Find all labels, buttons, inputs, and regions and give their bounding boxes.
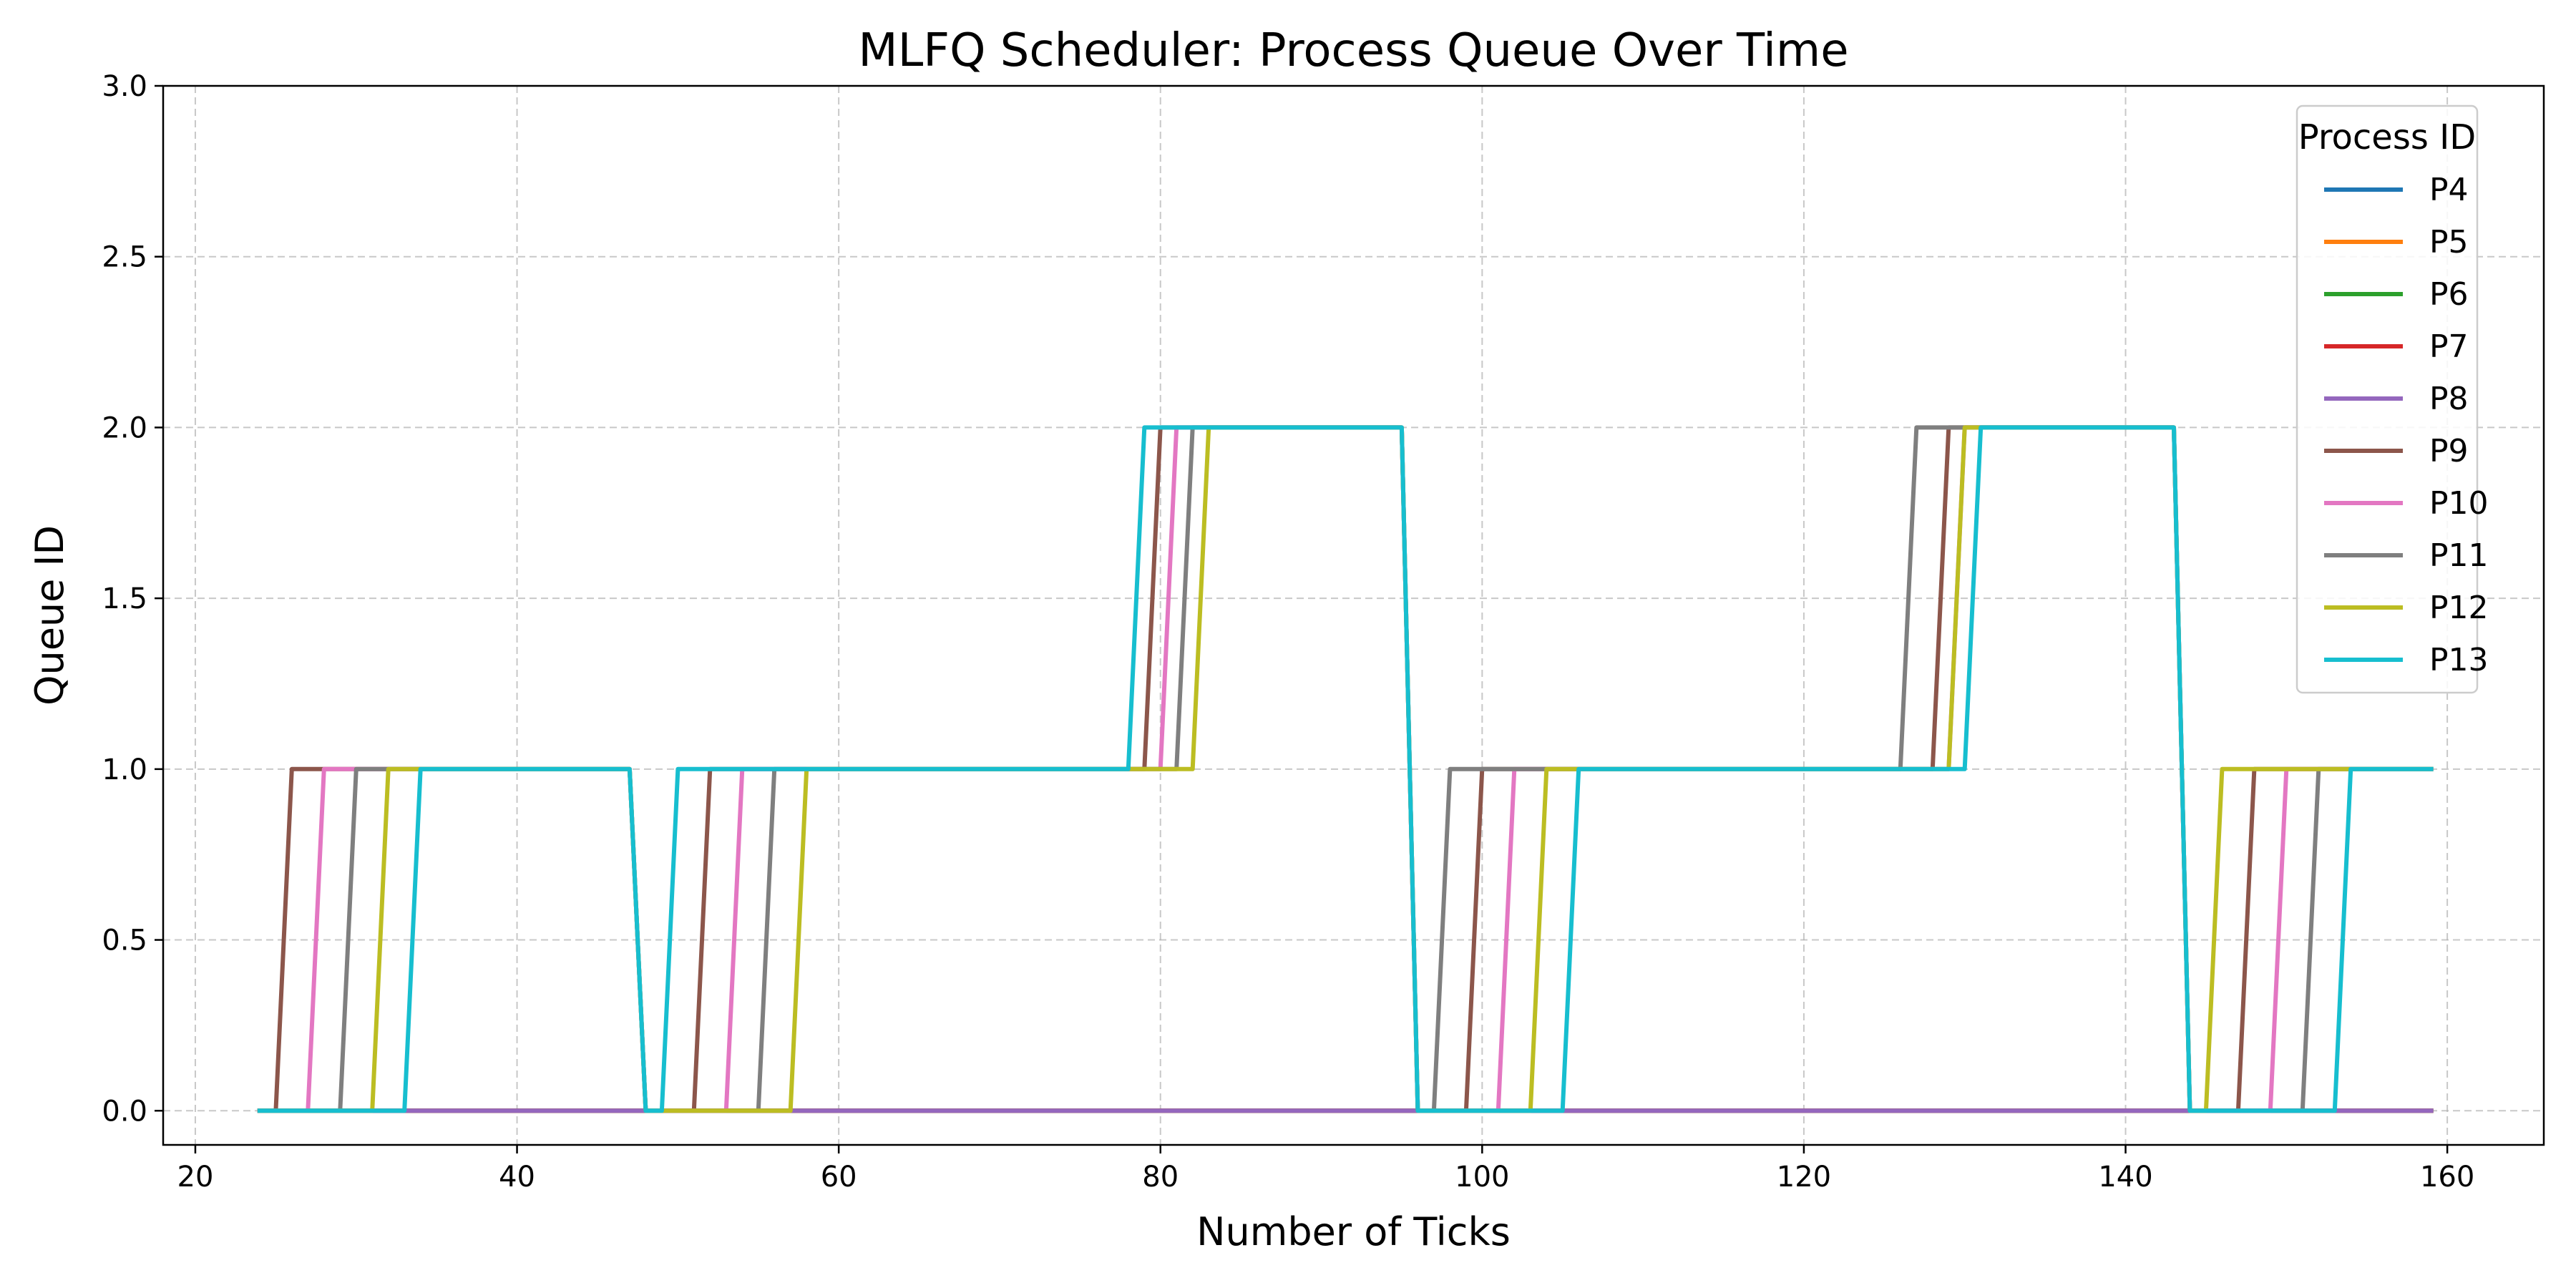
series-lines [257, 425, 2434, 1113]
x-tick-label: 20 [177, 1161, 214, 1194]
legend-item: P10 [2324, 485, 2489, 522]
legend-item: P7 [2324, 328, 2469, 365]
y-tick-label: 2.5 [102, 241, 147, 274]
legend-item: P12 [2324, 590, 2489, 626]
axis-ticks: 20 40 60 80 100 120 140 160 0.0 0.5 1.0 1.5 2.0 2.5 3.… [102, 70, 2474, 1194]
legend-label: P12 [2429, 590, 2489, 626]
legend-label: P10 [2429, 485, 2489, 522]
legend-item: P5 [2324, 224, 2469, 260]
legend-label: P4 [2429, 172, 2469, 208]
x-axis-title: Number of Ticks [1196, 1209, 1511, 1254]
legend-item: P6 [2324, 276, 2469, 313]
y-tick-label: 0.0 [102, 1095, 147, 1128]
legend-label: P9 [2429, 433, 2469, 469]
y-tick-label: 3.0 [102, 70, 147, 103]
x-tick-label: 40 [499, 1161, 535, 1194]
legend-item: P13 [2324, 642, 2489, 678]
legend-label: P11 [2429, 537, 2489, 574]
x-tick-label: 100 [1455, 1161, 1509, 1194]
legend-label: P13 [2429, 642, 2489, 678]
legend-label: P7 [2429, 328, 2469, 365]
legend-label: P6 [2429, 276, 2469, 313]
legend-item: P4 [2324, 172, 2469, 208]
y-tick-label: 2.0 [102, 411, 147, 444]
legend-item: P9 [2324, 433, 2469, 469]
legend-label: P8 [2429, 381, 2469, 417]
x-tick-label: 140 [2098, 1161, 2152, 1194]
chart-title: MLFQ Scheduler: Process Queue Over Time [858, 24, 1848, 77]
y-axis-title: Queue ID [27, 525, 72, 706]
legend-items: P4 P5 P6 P7 P8 P9 P10 P11 P12 P13 [2324, 172, 2489, 678]
plot-frame [162, 84, 2545, 1146]
legend-item: P8 [2324, 381, 2469, 417]
y-tick-label: 0.5 [102, 924, 147, 957]
series-line-p13 [257, 425, 2434, 1113]
x-tick-label: 160 [2420, 1161, 2474, 1194]
x-tick-label: 120 [1777, 1161, 1831, 1194]
legend: Process ID P4 P5 P6 P7 P8 P9 P10 P11 P12 P13 [2296, 104, 2489, 694]
y-tick-label: 1.5 [102, 582, 147, 615]
x-tick-label: 60 [821, 1161, 857, 1194]
x-tick-label: 80 [1142, 1161, 1179, 1194]
y-tick-label: 1.0 [102, 753, 147, 786]
legend-label: P5 [2429, 224, 2469, 260]
legend-title: Process ID [2298, 117, 2476, 157]
legend-item: P11 [2324, 537, 2489, 574]
